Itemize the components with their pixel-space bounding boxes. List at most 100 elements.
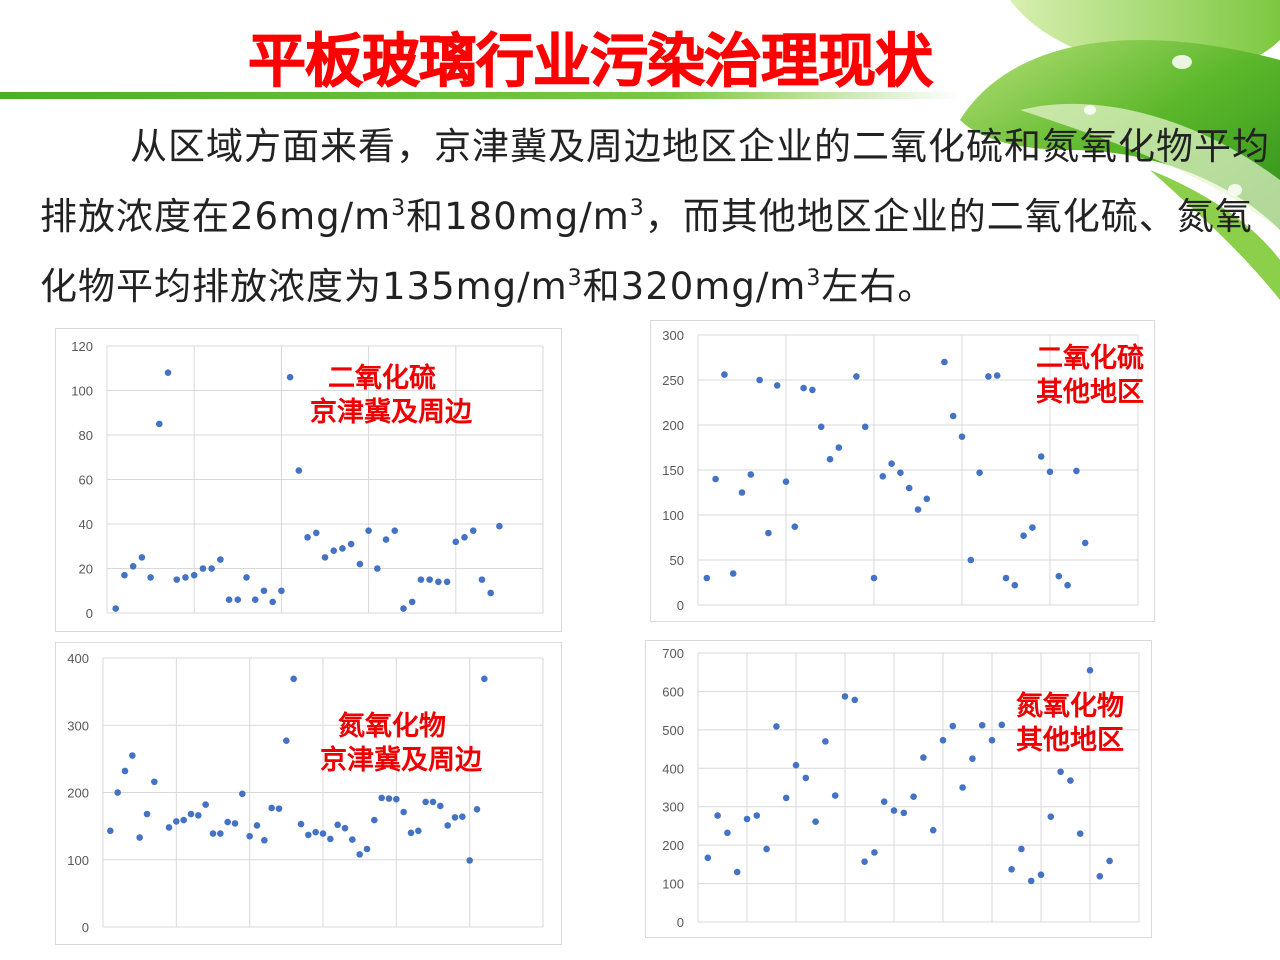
y-tick-label: 250	[662, 373, 684, 388]
y-tick-label: 0	[677, 915, 684, 930]
data-point	[1096, 872, 1104, 880]
y-tick-label: 100	[662, 877, 684, 892]
data-point	[136, 834, 143, 841]
data-point	[429, 798, 437, 806]
data-point	[208, 565, 215, 572]
data-point	[782, 478, 790, 486]
annotation-line: 二氧化硫	[1036, 343, 1144, 374]
leaf-decoration	[902, 0, 1280, 300]
data-point	[408, 598, 416, 606]
data-point	[422, 798, 429, 806]
data-point	[800, 384, 807, 392]
data-point	[378, 794, 385, 802]
annotation-line: 二氧化硫	[328, 363, 436, 394]
title-underline	[0, 92, 960, 99]
data-point	[704, 854, 712, 862]
data-point	[260, 587, 268, 595]
data-point	[426, 576, 433, 583]
y-tick-label: 150	[662, 463, 684, 478]
data-point	[1046, 468, 1054, 476]
chart-annotation: 氮氧化物 其他地区	[1016, 690, 1124, 758]
data-point	[914, 506, 922, 513]
paragraph-text: 左右。	[821, 265, 936, 308]
data-point	[861, 423, 869, 431]
superscript: 3	[629, 196, 645, 221]
data-point	[466, 857, 473, 864]
data-point	[339, 545, 346, 552]
data-point	[334, 821, 341, 829]
data-point	[444, 822, 451, 829]
y-tick-label: 20	[79, 562, 93, 577]
data-point	[792, 761, 800, 769]
y-tick-label: 200	[67, 786, 89, 801]
chart-frame	[55, 642, 562, 945]
data-point	[773, 723, 780, 730]
data-point	[209, 830, 217, 837]
data-point	[312, 828, 319, 836]
data-point	[356, 851, 363, 858]
data-point	[851, 696, 859, 704]
data-point	[278, 587, 285, 595]
data-point	[246, 832, 253, 840]
data-point	[879, 473, 887, 480]
data-point	[478, 576, 486, 583]
data-point	[437, 802, 444, 810]
data-point	[1081, 539, 1089, 547]
y-tick-label: 60	[79, 473, 93, 488]
data-point	[312, 529, 320, 537]
y-tick-label: 0	[677, 598, 684, 613]
data-point	[976, 469, 983, 477]
data-point	[452, 538, 460, 546]
data-point	[724, 829, 731, 837]
data-point	[791, 523, 799, 530]
y-tick-label: 100	[71, 384, 93, 399]
y-tick-label: 400	[67, 651, 89, 666]
data-point	[129, 752, 136, 759]
data-point	[261, 836, 268, 844]
data-point	[391, 527, 399, 534]
y-tick-label: 0	[86, 606, 93, 621]
data-point	[978, 721, 986, 729]
y-tick-label: 100	[662, 508, 684, 523]
annotation-line: 京津冀及周边	[320, 745, 482, 776]
data-point	[417, 576, 425, 583]
data-point	[703, 574, 711, 582]
data-point	[941, 358, 948, 366]
data-point	[182, 574, 189, 581]
data-point	[393, 795, 400, 803]
data-point	[993, 372, 1001, 379]
superscript: 3	[567, 266, 583, 291]
data-point	[809, 386, 816, 394]
data-point	[1018, 845, 1025, 853]
data-point	[435, 578, 442, 586]
data-point	[853, 373, 860, 380]
annotation-line: 其他地区	[1016, 725, 1124, 756]
data-point	[841, 693, 849, 700]
y-tick-label: 300	[67, 718, 89, 733]
data-point	[773, 382, 781, 389]
data-point	[371, 816, 378, 824]
data-point	[138, 554, 146, 561]
data-point	[327, 835, 334, 843]
data-point	[297, 820, 305, 828]
data-point	[890, 807, 898, 814]
body-paragraph: 从区域方面来看，京津冀及周边地区企业的二氧化硫和氮氧化物平均排放浓度在26mg/…	[40, 112, 1272, 322]
data-point	[905, 484, 913, 492]
data-point	[275, 805, 283, 812]
leaf-shape	[1020, 103, 1280, 230]
data-point	[1076, 830, 1084, 837]
data-point	[173, 576, 181, 583]
annotation-line: 氮氧化物	[338, 711, 446, 742]
y-tick-label: 80	[79, 428, 93, 443]
slide-title: 平板玻璃行业污染治理现状	[247, 27, 933, 96]
paragraph-text: ，而其他地区企业的二氧化硫、氮氧化物平均排放浓度为135mg/m	[40, 195, 1253, 308]
data-point	[958, 433, 966, 441]
data-point	[714, 812, 721, 819]
annotation-line: 氮氧化物	[1016, 691, 1124, 722]
data-point	[121, 571, 128, 579]
data-point	[747, 471, 755, 478]
data-point	[305, 831, 312, 839]
data-point	[356, 560, 364, 568]
data-point	[756, 376, 763, 384]
